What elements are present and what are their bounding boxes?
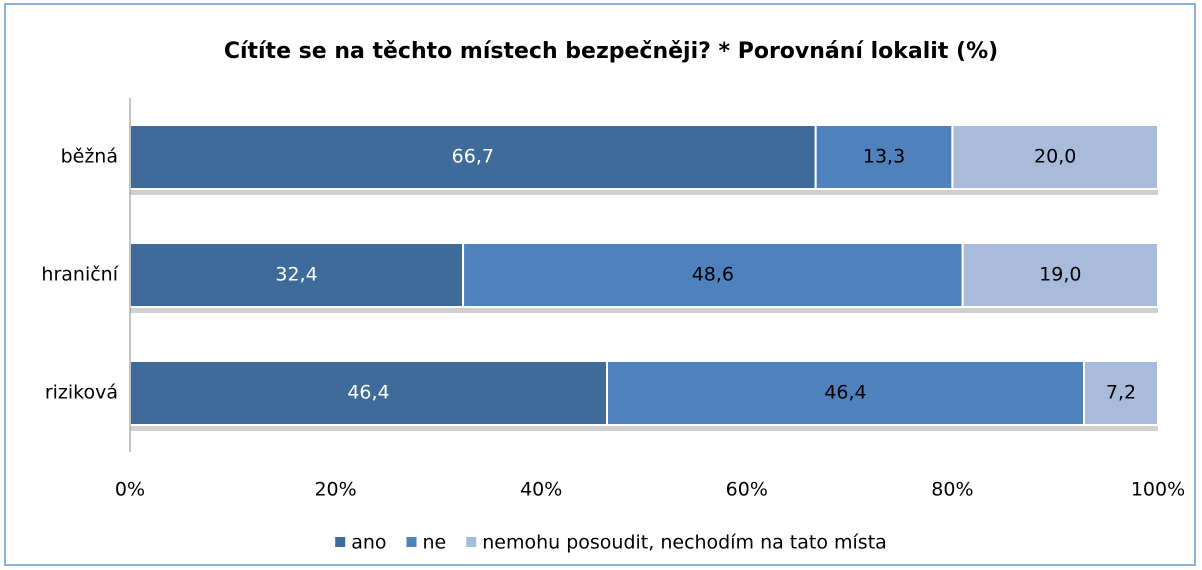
data-label: 7,2 xyxy=(1106,382,1136,404)
legend-label: ne xyxy=(423,532,447,554)
data-label: 46,4 xyxy=(347,382,389,404)
data-label: 13,3 xyxy=(863,146,905,168)
bar xyxy=(961,242,1159,308)
bar xyxy=(462,242,964,308)
x-tick-label: 20% xyxy=(314,479,356,501)
legend-swatch xyxy=(466,537,477,547)
legend-label: nemohu posoudit, nechodím na tato místa xyxy=(482,532,887,554)
data-label: 46,4 xyxy=(824,382,866,404)
legend-swatch xyxy=(335,537,346,547)
bar xyxy=(951,124,1160,190)
data-label: 20,0 xyxy=(1034,146,1076,168)
data-label: 48,6 xyxy=(692,264,734,286)
y-tick-label: hraniční xyxy=(41,264,118,286)
bar xyxy=(1082,360,1160,426)
y-tick-label: běžná xyxy=(61,146,118,168)
x-tick-label: 100% xyxy=(1131,479,1185,501)
data-label: 19,0 xyxy=(1039,264,1081,286)
x-tick-label: 0% xyxy=(115,479,145,501)
x-tick-label: 80% xyxy=(931,479,973,501)
legend-label: ano xyxy=(351,532,386,554)
x-tick-label: 40% xyxy=(520,479,562,501)
bar xyxy=(129,360,608,426)
legend-swatch xyxy=(406,537,417,547)
chart-title: Cítíte se na těchto místech bezpečněji? … xyxy=(224,39,998,64)
bar xyxy=(605,360,1085,426)
bar xyxy=(129,242,465,308)
x-tick-label: 60% xyxy=(726,479,768,501)
data-label: 32,4 xyxy=(275,264,317,286)
bar xyxy=(129,124,817,190)
data-label: 66,7 xyxy=(452,146,494,168)
bar xyxy=(814,124,954,190)
y-tick-label: riziková xyxy=(45,382,118,404)
